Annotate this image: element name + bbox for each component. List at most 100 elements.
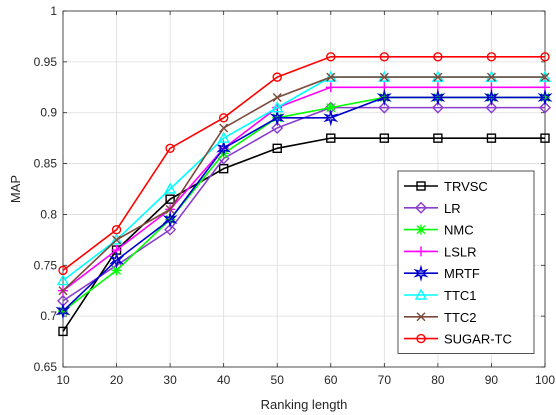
x-tick-label: 90 xyxy=(485,373,499,387)
data-point xyxy=(112,235,122,245)
series-line xyxy=(62,76,545,292)
data-point xyxy=(165,204,175,214)
data-point xyxy=(376,88,392,107)
legend-label: TTC1 xyxy=(444,288,477,303)
series-mrtf xyxy=(55,88,553,320)
data-point xyxy=(486,133,497,143)
legend-item: MRTF xyxy=(404,264,480,282)
y-axis-label: MAP xyxy=(8,175,23,203)
legend-item: LR xyxy=(404,201,461,216)
data-point xyxy=(325,102,336,113)
series-line xyxy=(62,96,545,312)
series-line xyxy=(62,86,545,292)
data-point xyxy=(109,251,125,269)
data-point xyxy=(379,133,390,143)
data-point xyxy=(216,139,232,158)
legend-marker xyxy=(416,224,426,235)
data-point xyxy=(58,265,68,276)
data-point xyxy=(272,72,282,82)
x-tick-label: 50 xyxy=(271,373,285,387)
data-point xyxy=(540,133,550,143)
data-point xyxy=(323,109,339,127)
data-point xyxy=(326,52,336,62)
legend-label: SUGAR-TC xyxy=(444,332,512,347)
data-point xyxy=(55,302,71,320)
data-point xyxy=(540,72,550,82)
data-point xyxy=(272,92,282,102)
x-tick-label: 70 xyxy=(378,373,392,387)
data-point xyxy=(269,109,285,127)
y-tick-label: 0.75 xyxy=(34,258,58,272)
data-point xyxy=(271,101,284,113)
y-tick-label: 0.7 xyxy=(40,309,57,323)
legend-label: TTC2 xyxy=(444,310,477,325)
x-tick-label: 40 xyxy=(217,373,231,387)
data-point xyxy=(217,131,230,143)
x-tick-label: 20 xyxy=(110,373,124,387)
series-sugar-tc xyxy=(58,52,550,276)
legend-box xyxy=(397,170,535,354)
data-point xyxy=(379,52,390,62)
x-tick-label: 60 xyxy=(324,373,338,387)
data-point xyxy=(433,72,443,82)
legend-item: NMC xyxy=(404,223,474,238)
data-point xyxy=(58,326,68,337)
data-point xyxy=(218,113,229,123)
legend-label: LSLR xyxy=(444,244,477,259)
x-tick-label: 80 xyxy=(431,373,445,387)
data-point xyxy=(58,286,68,296)
y-ticks: 0.65 0.7 0.75 0.8 0.85 0.9 0.95 1 xyxy=(34,4,545,374)
legend: TRVSC LR NMC LSLR MRTF TTC1 TTC2 SUGAR-TC xyxy=(397,170,535,354)
data-point xyxy=(537,88,553,107)
data-point xyxy=(165,194,175,204)
y-tick-label: 0.8 xyxy=(40,207,57,221)
data-point xyxy=(56,274,70,286)
data-point xyxy=(378,101,391,114)
x-tick-label: 30 xyxy=(163,373,177,387)
y-tick-label: 0.85 xyxy=(34,157,58,171)
data-point xyxy=(219,123,229,133)
data-point xyxy=(430,88,446,107)
data-point xyxy=(485,101,498,114)
data-point xyxy=(486,72,496,82)
data-point xyxy=(483,88,499,107)
data-point xyxy=(218,163,229,174)
data-point xyxy=(486,52,497,62)
data-point xyxy=(165,143,175,154)
data-point xyxy=(326,72,336,82)
data-point xyxy=(433,133,443,143)
data-point xyxy=(111,224,122,235)
data-point xyxy=(111,265,122,276)
legend-marker xyxy=(414,288,428,300)
legend-item: TTC1 xyxy=(404,288,477,303)
y-tick-label: 0.9 xyxy=(40,106,57,120)
data-point xyxy=(162,210,178,229)
legend-marker xyxy=(416,312,426,322)
legend-marker xyxy=(416,246,426,257)
plot-frame xyxy=(62,10,546,368)
y-tick-label: 0.95 xyxy=(34,55,58,69)
series-ttc2 xyxy=(58,72,550,296)
legend-label: NMC xyxy=(444,223,474,238)
series-group xyxy=(55,52,553,337)
legend-item: TRVSC xyxy=(404,179,488,194)
data-point xyxy=(379,72,389,82)
legend-marker xyxy=(413,264,429,282)
data-point xyxy=(163,182,177,194)
y-tick-label: 0.65 xyxy=(34,360,58,374)
x-tick-label: 100 xyxy=(535,373,555,387)
legend-label: MRTF xyxy=(444,266,480,281)
data-point xyxy=(164,223,177,236)
y-tick-label: 1 xyxy=(50,4,57,18)
data-point xyxy=(272,143,282,154)
legend-item: TTC2 xyxy=(404,310,477,325)
data-point xyxy=(431,101,444,114)
x-tick-label: 10 xyxy=(56,373,70,387)
legend-marker xyxy=(415,201,427,214)
data-point xyxy=(271,121,284,134)
data-point xyxy=(325,82,336,93)
data-point xyxy=(326,133,336,143)
data-point xyxy=(433,52,443,62)
legend-label: TRVSC xyxy=(444,179,488,194)
